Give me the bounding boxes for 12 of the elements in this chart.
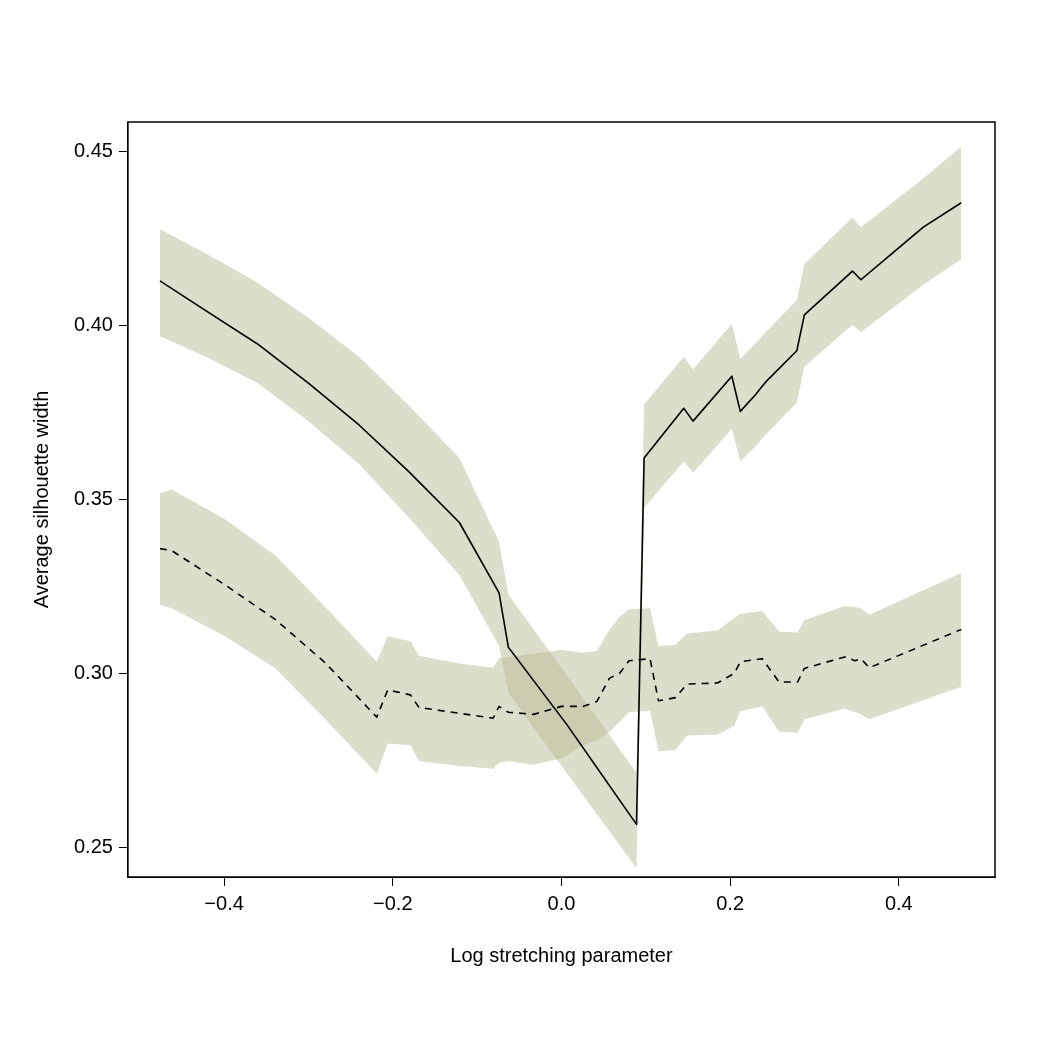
x-tick-label: 0.4 (884, 891, 913, 914)
x-tick-label: 0.0 (547, 891, 576, 914)
y-tick-label: 0.35 (73, 487, 113, 510)
y-tick-label: 0.25 (73, 835, 113, 858)
y-axis-title: Average silhouette width (29, 390, 52, 609)
y-tick-label: 0.40 (73, 312, 113, 335)
x-tick-label: −0.2 (373, 891, 413, 914)
x-axis-title: Log stretching parameter (450, 943, 673, 966)
x-tick-label: −0.4 (204, 891, 244, 914)
x-tick-label: 0.2 (716, 891, 745, 914)
y-tick-label: 0.30 (73, 661, 113, 684)
y-tick-label: 0.45 (73, 138, 113, 161)
